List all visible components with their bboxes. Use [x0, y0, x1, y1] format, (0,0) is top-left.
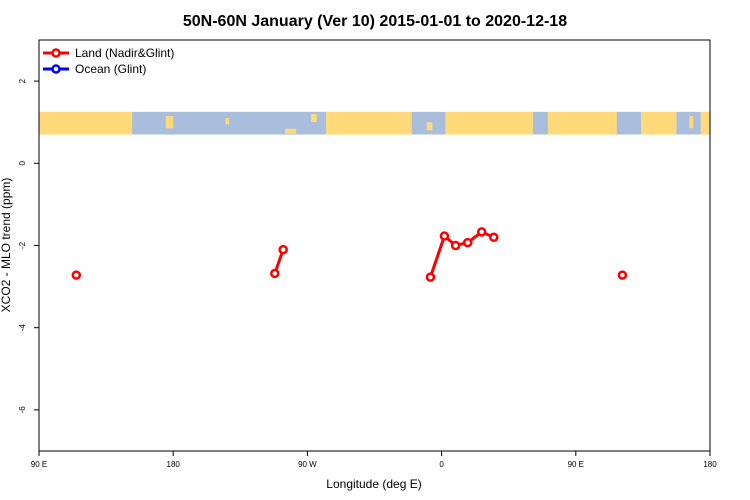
data-point: [617, 270, 628, 280]
x-axis: 90 E 180 90 W 0 90 E 180: [31, 451, 717, 469]
map-land-patch: [311, 113, 317, 123]
y-tick-label: 0: [18, 161, 27, 166]
data-point: [425, 272, 436, 282]
x-axis-label: Longitude (deg E): [326, 477, 421, 491]
data-point: [489, 232, 499, 243]
plot-frame: [38, 39, 711, 452]
map-ocean-region: [676, 111, 701, 135]
x-tick-label: 180: [703, 460, 717, 469]
legend-marker-ocean: [51, 64, 61, 74]
x-tick-label: 90 E: [568, 460, 584, 469]
map-land-patch: [225, 118, 230, 125]
legend: Land (Nadir&Glint) Ocean (Glint): [43, 46, 174, 76]
map-land-patch: [426, 122, 433, 131]
map-land-patch: [165, 116, 174, 129]
y-axis: 2 0 -2 -4 -6: [18, 78, 39, 413]
y-tick-label: -6: [18, 406, 27, 414]
y-tick-label: -4: [18, 324, 27, 332]
legend-item-ocean: Ocean (Glint): [43, 62, 146, 76]
data-point: [450, 240, 461, 251]
x-tick-label: 0: [439, 460, 444, 469]
series-line: [428, 230, 495, 278]
x-tick-label: 90 E: [31, 460, 47, 469]
data-point: [270, 268, 280, 279]
map-ocean-region: [616, 111, 642, 135]
data-point: [71, 270, 82, 280]
map-ocean-region: [210, 111, 327, 135]
data-point: [439, 231, 450, 241]
map-ocean-region: [532, 111, 548, 135]
world-map-strip: [39, 111, 710, 135]
y-tick-label: -2: [18, 241, 27, 249]
x-tick-label: 90 W: [298, 460, 317, 469]
legend-label-land: Land (Nadir&Glint): [75, 46, 174, 60]
y-tick-label: 2: [18, 78, 27, 83]
y-axis-label: XCO2 - MLO trend (ppm): [0, 178, 13, 313]
data-point: [476, 227, 487, 237]
map-land-patch: [689, 116, 694, 129]
data-point: [462, 237, 473, 248]
map-land-patch: [285, 128, 297, 134]
legend-label-ocean: Ocean (Glint): [75, 62, 146, 76]
legend-marker-land: [51, 48, 61, 58]
x-tick-label: 180: [167, 460, 181, 469]
legend-item-land: Land (Nadir&Glint): [43, 46, 174, 60]
data-point: [278, 244, 288, 255]
series-layer: [71, 227, 628, 282]
chart-title: 50N-60N January (Ver 10) 2015-01-01 to 2…: [183, 13, 567, 30]
